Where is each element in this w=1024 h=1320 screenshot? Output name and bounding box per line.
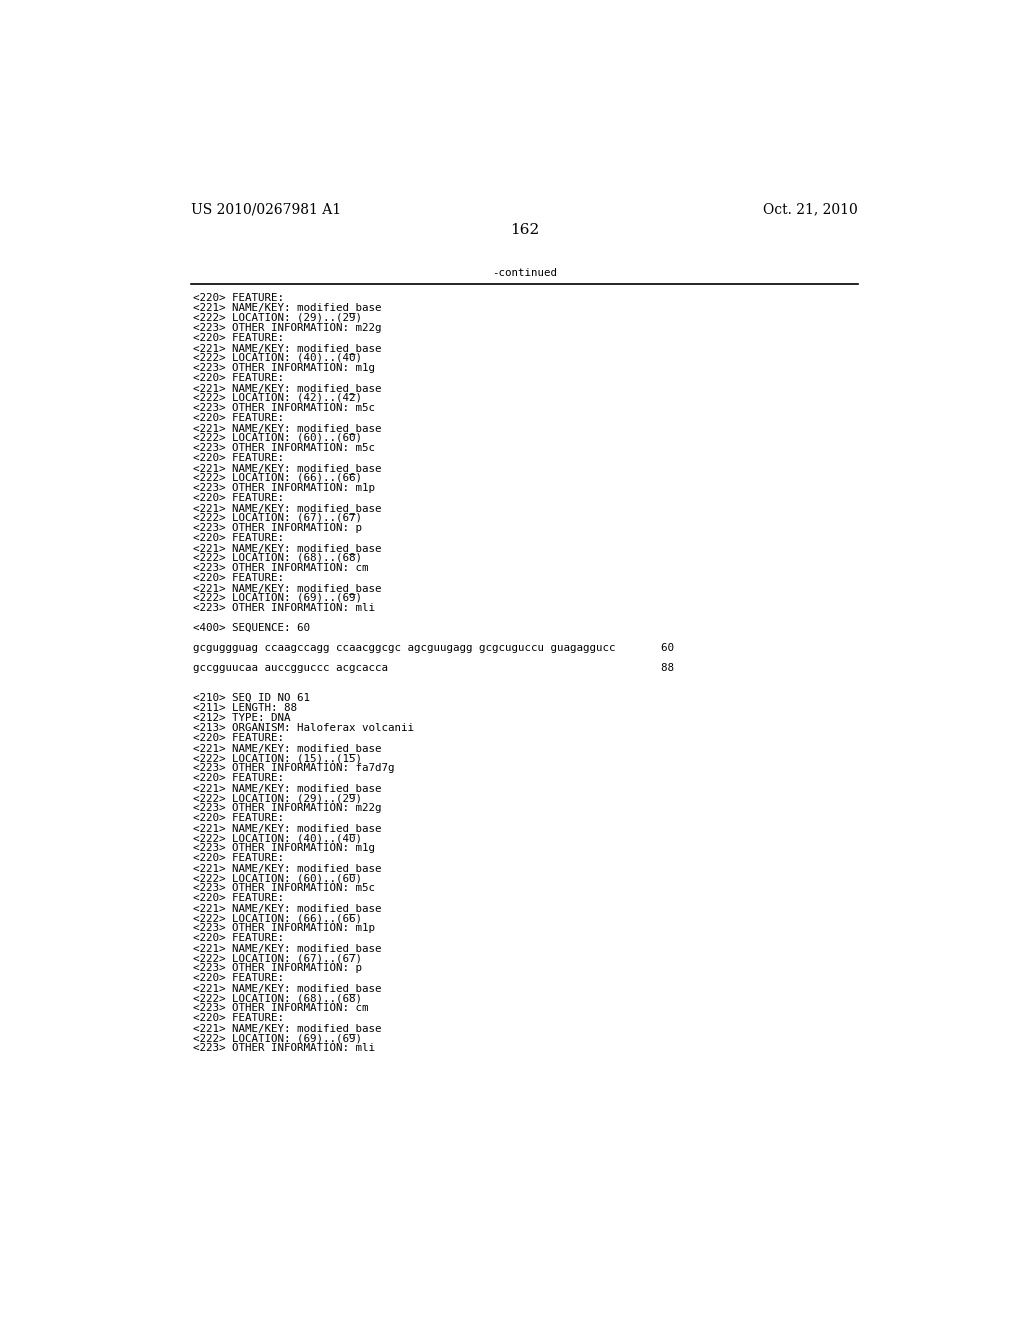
Text: <222> LOCATION: (67)..(67): <222> LOCATION: (67)..(67) xyxy=(194,953,362,964)
Text: <223> OTHER INFORMATION: m1g: <223> OTHER INFORMATION: m1g xyxy=(194,843,375,853)
Text: <220> FEATURE:: <220> FEATURE: xyxy=(194,933,284,944)
Text: <220> FEATURE:: <220> FEATURE: xyxy=(194,573,284,583)
Text: <222> LOCATION: (69)..(69): <222> LOCATION: (69)..(69) xyxy=(194,593,362,603)
Text: <221> NAME/KEY: modified_base: <221> NAME/KEY: modified_base xyxy=(194,343,382,354)
Text: <221> NAME/KEY: modified_base: <221> NAME/KEY: modified_base xyxy=(194,944,382,954)
Text: <222> LOCATION: (60)..(60): <222> LOCATION: (60)..(60) xyxy=(194,873,362,883)
Text: <220> FEATURE:: <220> FEATURE: xyxy=(194,813,284,824)
Text: <221> NAME/KEY: modified_base: <221> NAME/KEY: modified_base xyxy=(194,983,382,994)
Text: <223> OTHER INFORMATION: m1g: <223> OTHER INFORMATION: m1g xyxy=(194,363,375,372)
Text: <220> FEATURE:: <220> FEATURE: xyxy=(194,853,284,863)
Text: <223> OTHER INFORMATION: p: <223> OTHER INFORMATION: p xyxy=(194,523,362,533)
Text: <220> FEATURE:: <220> FEATURE: xyxy=(194,453,284,463)
Text: <221> NAME/KEY: modified_base: <221> NAME/KEY: modified_base xyxy=(194,302,382,313)
Text: <220> FEATURE:: <220> FEATURE: xyxy=(194,372,284,383)
Text: <221> NAME/KEY: modified_base: <221> NAME/KEY: modified_base xyxy=(194,503,382,513)
Text: <220> FEATURE:: <220> FEATURE: xyxy=(194,333,284,343)
Text: <222> LOCATION: (60)..(60): <222> LOCATION: (60)..(60) xyxy=(194,433,362,442)
Text: <222> LOCATION: (69)..(69): <222> LOCATION: (69)..(69) xyxy=(194,1034,362,1043)
Text: <222> LOCATION: (66)..(66): <222> LOCATION: (66)..(66) xyxy=(194,473,362,483)
Text: <223> OTHER INFORMATION: m22g: <223> OTHER INFORMATION: m22g xyxy=(194,322,382,333)
Text: <220> FEATURE:: <220> FEATURE: xyxy=(194,1014,284,1023)
Text: Oct. 21, 2010: Oct. 21, 2010 xyxy=(763,202,858,216)
Text: <220> FEATURE:: <220> FEATURE: xyxy=(194,492,284,503)
Text: <223> OTHER INFORMATION: p: <223> OTHER INFORMATION: p xyxy=(194,964,362,973)
Text: <222> LOCATION: (42)..(42): <222> LOCATION: (42)..(42) xyxy=(194,392,362,403)
Text: <221> NAME/KEY: modified_base: <221> NAME/KEY: modified_base xyxy=(194,824,382,834)
Text: <221> NAME/KEY: modified_base: <221> NAME/KEY: modified_base xyxy=(194,422,382,433)
Text: <223> OTHER INFORMATION: m1p: <223> OTHER INFORMATION: m1p xyxy=(194,923,375,933)
Text: <220> FEATURE:: <220> FEATURE: xyxy=(194,733,284,743)
Text: <223> OTHER INFORMATION: m5c: <223> OTHER INFORMATION: m5c xyxy=(194,442,375,453)
Text: <221> NAME/KEY: modified_base: <221> NAME/KEY: modified_base xyxy=(194,863,382,874)
Text: <222> LOCATION: (29)..(29): <222> LOCATION: (29)..(29) xyxy=(194,313,362,322)
Text: <212> TYPE: DNA: <212> TYPE: DNA xyxy=(194,713,291,723)
Text: <223> OTHER INFORMATION: mli: <223> OTHER INFORMATION: mli xyxy=(194,1043,375,1053)
Text: <221> NAME/KEY: modified_base: <221> NAME/KEY: modified_base xyxy=(194,743,382,754)
Text: <223> OTHER INFORMATION: cm: <223> OTHER INFORMATION: cm xyxy=(194,562,369,573)
Text: <210> SEQ ID NO 61: <210> SEQ ID NO 61 xyxy=(194,693,310,704)
Text: <400> SEQUENCE: 60: <400> SEQUENCE: 60 xyxy=(194,623,310,632)
Text: <223> OTHER INFORMATION: cm: <223> OTHER INFORMATION: cm xyxy=(194,1003,369,1014)
Text: <220> FEATURE:: <220> FEATURE: xyxy=(194,973,284,983)
Text: <222> LOCATION: (66)..(66): <222> LOCATION: (66)..(66) xyxy=(194,913,362,923)
Text: <223> OTHER INFORMATION: m5c: <223> OTHER INFORMATION: m5c xyxy=(194,403,375,413)
Text: <221> NAME/KEY: modified_base: <221> NAME/KEY: modified_base xyxy=(194,783,382,793)
Text: <223> OTHER INFORMATION: m1p: <223> OTHER INFORMATION: m1p xyxy=(194,483,375,492)
Text: <213> ORGANISM: Haloferax volcanii: <213> ORGANISM: Haloferax volcanii xyxy=(194,723,414,733)
Text: <221> NAME/KEY: modified_base: <221> NAME/KEY: modified_base xyxy=(194,903,382,913)
Text: <223> OTHER INFORMATION: mli: <223> OTHER INFORMATION: mli xyxy=(194,603,375,612)
Text: <222> LOCATION: (68)..(68): <222> LOCATION: (68)..(68) xyxy=(194,553,362,562)
Text: <222> LOCATION: (68)..(68): <222> LOCATION: (68)..(68) xyxy=(194,993,362,1003)
Text: <221> NAME/KEY: modified_base: <221> NAME/KEY: modified_base xyxy=(194,463,382,474)
Text: <220> FEATURE:: <220> FEATURE: xyxy=(194,533,284,543)
Text: <223> OTHER INFORMATION: m22g: <223> OTHER INFORMATION: m22g xyxy=(194,803,382,813)
Text: <221> NAME/KEY: modified_base: <221> NAME/KEY: modified_base xyxy=(194,543,382,553)
Text: <211> LENGTH: 88: <211> LENGTH: 88 xyxy=(194,704,297,713)
Text: <222> LOCATION: (40)..(40): <222> LOCATION: (40)..(40) xyxy=(194,833,362,843)
Text: gccgguucaa auccgguccc acgcacca                                          88: gccgguucaa auccgguccc acgcacca 88 xyxy=(194,663,674,673)
Text: <221> NAME/KEY: modified_base: <221> NAME/KEY: modified_base xyxy=(194,583,382,594)
Text: <222> LOCATION: (40)..(40): <222> LOCATION: (40)..(40) xyxy=(194,352,362,363)
Text: <220> FEATURE:: <220> FEATURE: xyxy=(194,894,284,903)
Text: -continued: -continued xyxy=(493,268,557,279)
Text: <222> LOCATION: (15)..(15): <222> LOCATION: (15)..(15) xyxy=(194,752,362,763)
Text: US 2010/0267981 A1: US 2010/0267981 A1 xyxy=(191,202,342,216)
Text: <220> FEATURE:: <220> FEATURE: xyxy=(194,413,284,422)
Text: <223> OTHER INFORMATION: m5c: <223> OTHER INFORMATION: m5c xyxy=(194,883,375,894)
Text: <222> LOCATION: (67)..(67): <222> LOCATION: (67)..(67) xyxy=(194,512,362,523)
Text: <222> LOCATION: (29)..(29): <222> LOCATION: (29)..(29) xyxy=(194,793,362,803)
Text: <221> NAME/KEY: modified_base: <221> NAME/KEY: modified_base xyxy=(194,383,382,393)
Text: gcguggguag ccaagccagg ccaacggcgc agcguugagg gcgcuguccu guagaggucc       60: gcguggguag ccaagccagg ccaacggcgc agcguug… xyxy=(194,643,674,653)
Text: <221> NAME/KEY: modified_base: <221> NAME/KEY: modified_base xyxy=(194,1023,382,1034)
Text: <220> FEATURE:: <220> FEATURE: xyxy=(194,774,284,783)
Text: <220> FEATURE:: <220> FEATURE: xyxy=(194,293,284,302)
Text: <223> OTHER INFORMATION: fa7d7g: <223> OTHER INFORMATION: fa7d7g xyxy=(194,763,394,774)
Text: 162: 162 xyxy=(510,223,540,238)
